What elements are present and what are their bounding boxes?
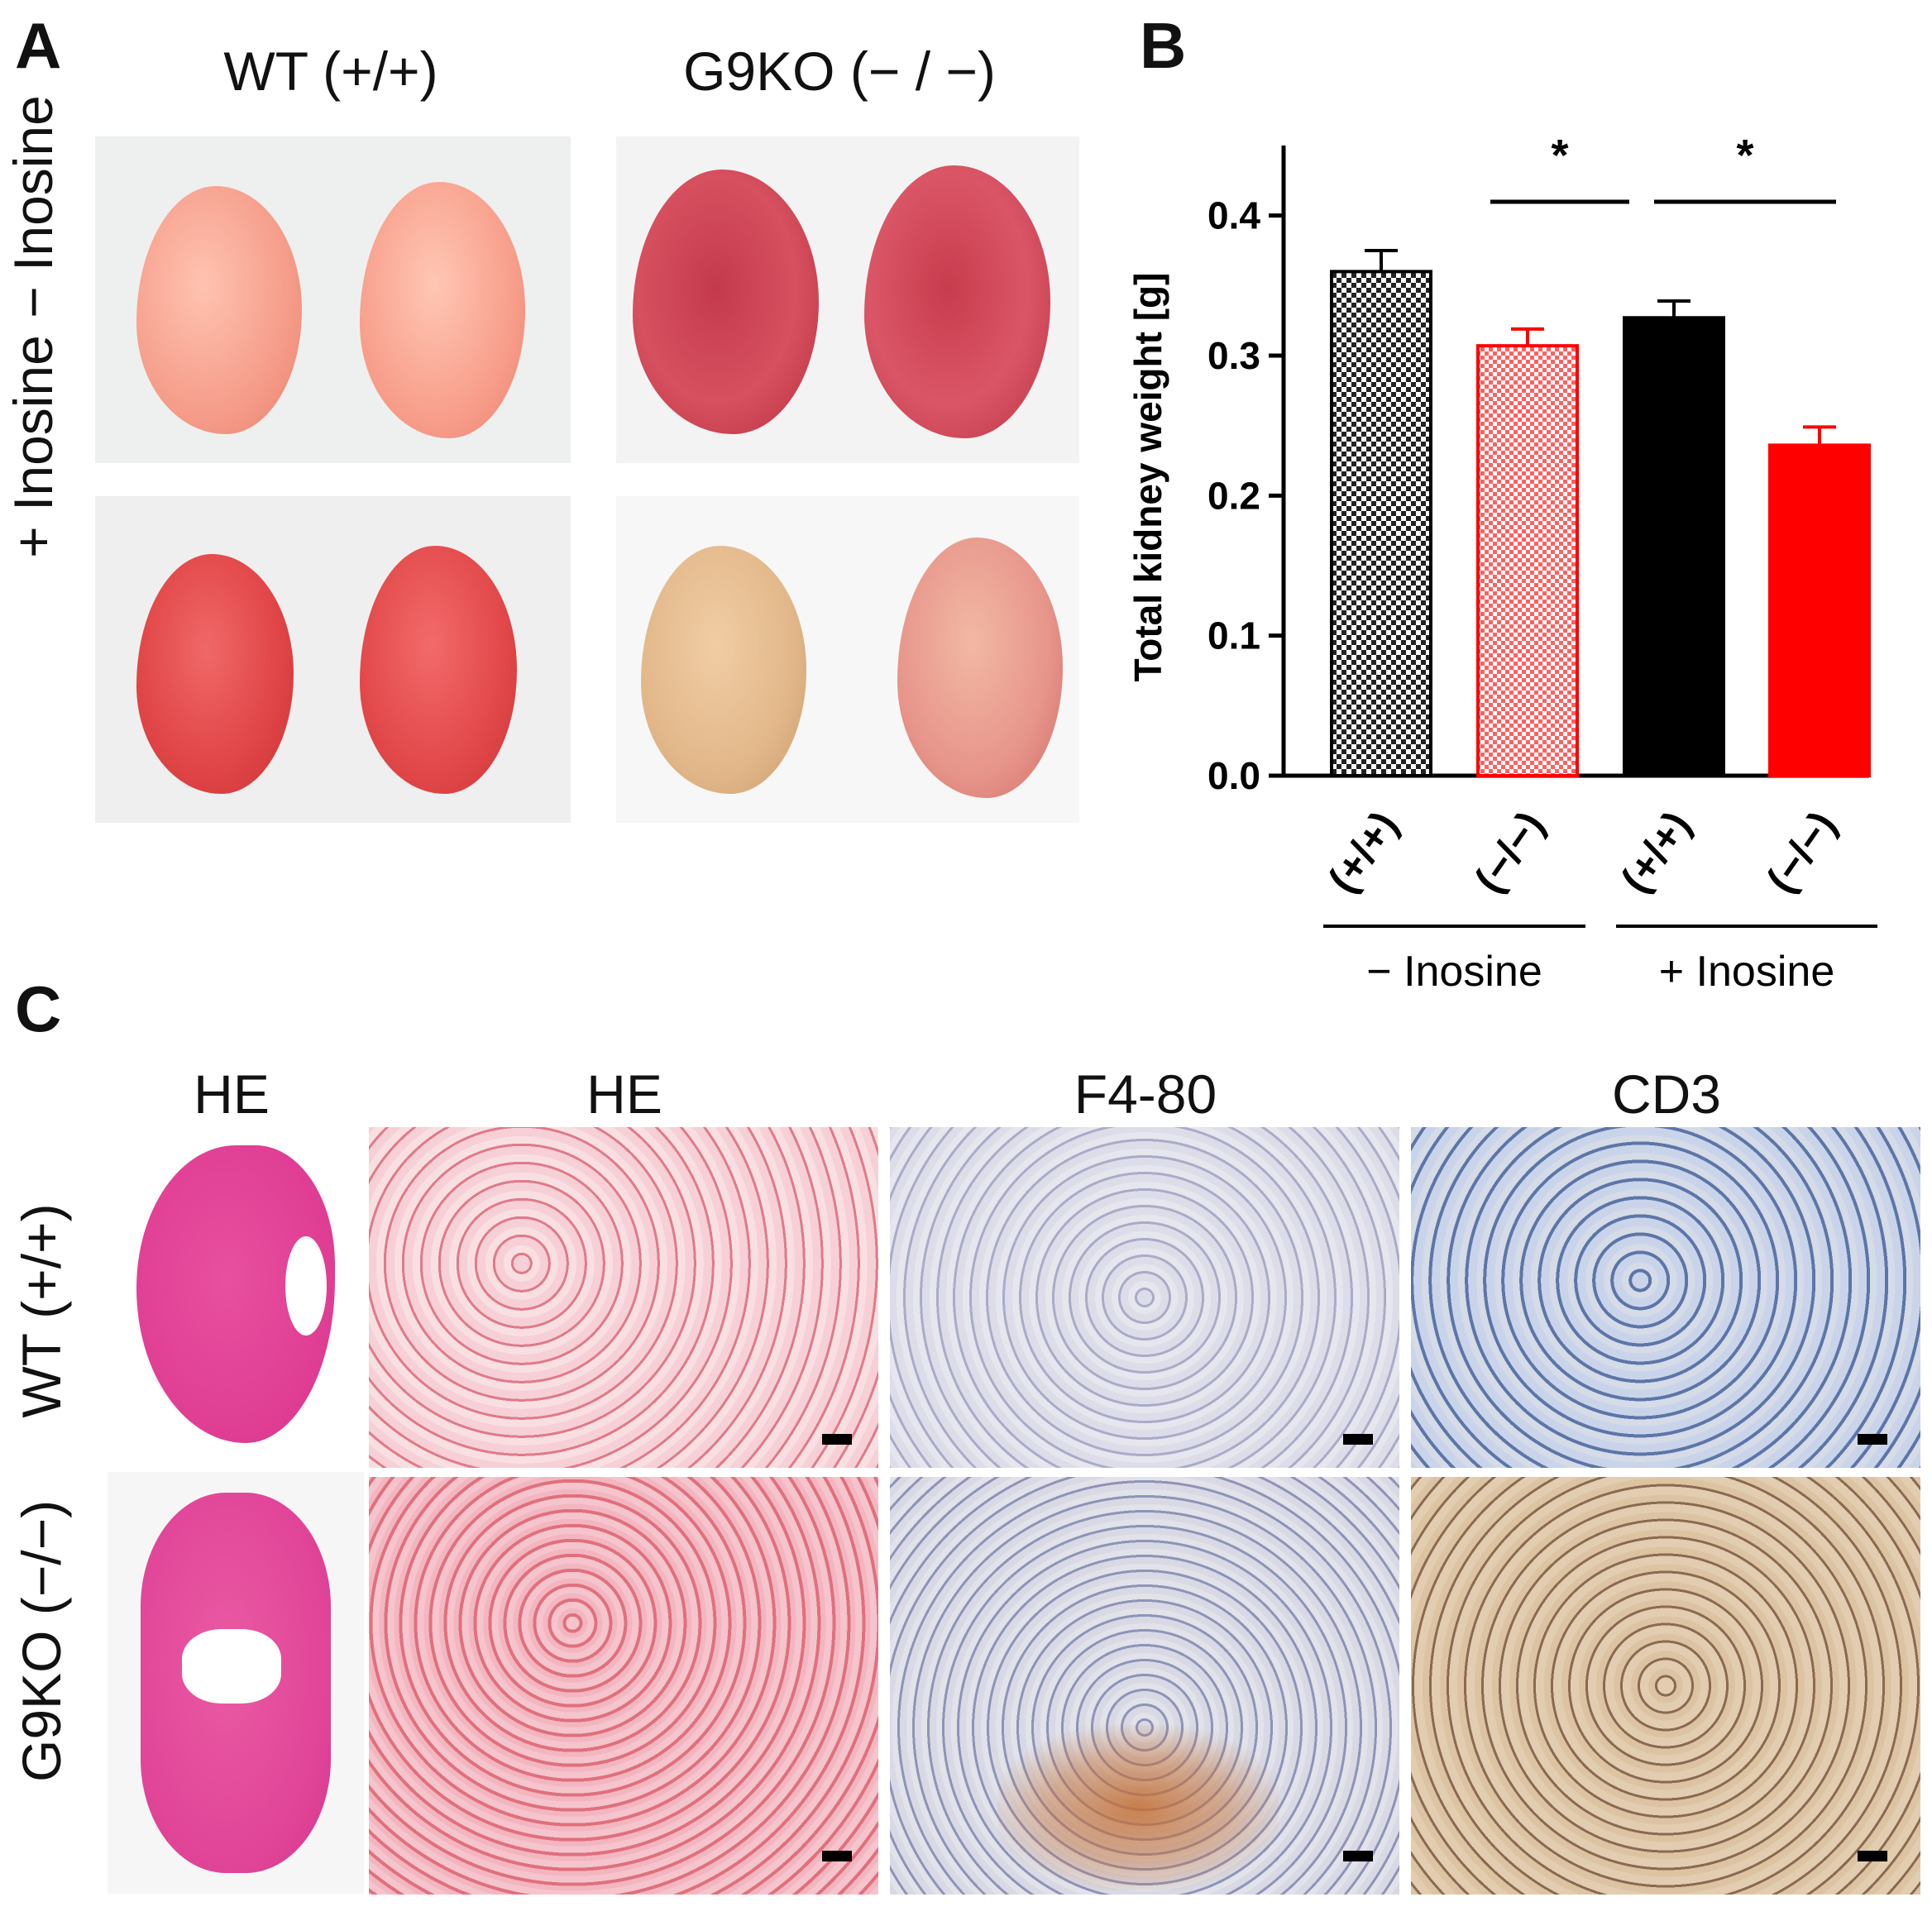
- x-category-label: (+/+): [1612, 803, 1700, 901]
- kidney-photo-g9ko-minus-inosine: [616, 136, 1079, 463]
- panel-a-col-header-g9ko: G9KO (− / −): [683, 41, 996, 102]
- bar: [1623, 316, 1725, 777]
- kidney-photo-wt-plus-inosine: [95, 496, 571, 823]
- y-tick-label: 0.0: [1208, 754, 1260, 797]
- scale-bar: [822, 1434, 852, 1445]
- y-tick-label: 0.4: [1208, 194, 1260, 237]
- f480-tile-g9ko: [890, 1477, 1399, 1895]
- he-overview-wt: [108, 1129, 364, 1460]
- panel-a-col-header-wt: WT (+/+): [223, 41, 438, 102]
- y-tick-label: 0.1: [1208, 614, 1260, 657]
- scale-bar: [1858, 1434, 1887, 1445]
- panel-a-row-header-plus-inosine: + Inosine: [2, 335, 64, 558]
- chart-bars: [1330, 249, 1871, 777]
- panel-b-letter: B: [1140, 9, 1187, 82]
- he-tile-wt: [369, 1127, 878, 1468]
- bar-chart: 0.0 0.1 0.2 0.3 0.4 Total kidney weight [g] (…: [1126, 131, 1877, 996]
- panel-c-col-header-he-overview: HE: [194, 1063, 270, 1125]
- x-category-label: (−/−): [1466, 803, 1553, 901]
- significance-star: *: [1736, 131, 1753, 180]
- panel-c-col-header-cd3: CD3: [1611, 1063, 1722, 1125]
- panel-c-row-header-wt: WT (+/+): [11, 1203, 72, 1418]
- significance-star: *: [1551, 131, 1568, 180]
- y-tick-label: 0.3: [1208, 334, 1260, 377]
- cd3-tile-wt: [1411, 1127, 1920, 1468]
- kidney-photo-g9ko-plus-inosine: [616, 496, 1079, 823]
- panel-a-letter: A: [15, 9, 62, 82]
- kidney-photo-wt-minus-inosine: [95, 136, 571, 463]
- y-tick-label: 0.2: [1208, 474, 1260, 517]
- f480-tile-wt: [890, 1127, 1399, 1468]
- panel-a-row-header-minus-inosine: − Inosine: [2, 95, 64, 318]
- bar: [1476, 344, 1579, 777]
- scale-bar: [1343, 1434, 1373, 1445]
- panel-c-col-header-f480: F4-80: [1074, 1063, 1217, 1125]
- bar: [1768, 443, 1871, 777]
- group-label: + Inosine: [1659, 948, 1835, 996]
- he-tile-g9ko: [369, 1477, 878, 1895]
- panel-c-col-header-he: HE: [586, 1063, 662, 1125]
- panel-c-row-header-g9ko: G9KO (−/−): [11, 1499, 72, 1782]
- scale-bar: [822, 1851, 852, 1861]
- x-category-label: (−/−): [1757, 803, 1845, 901]
- chart-axes: 0.0 0.1 0.2 0.3 0.4 Total kidney weight [g]: [1126, 146, 1869, 797]
- cd3-tile-g9ko: [1411, 1477, 1920, 1895]
- bar: [1330, 270, 1432, 777]
- he-overview-g9ko: [108, 1472, 364, 1894]
- y-axis-label: Total kidney weight [g]: [1126, 273, 1169, 682]
- scale-bar: [1343, 1851, 1373, 1861]
- x-category-label: (+/+): [1319, 803, 1407, 901]
- scale-bar: [1858, 1851, 1887, 1861]
- panel-c-letter: C: [15, 972, 62, 1045]
- group-label: − Inosine: [1366, 948, 1542, 996]
